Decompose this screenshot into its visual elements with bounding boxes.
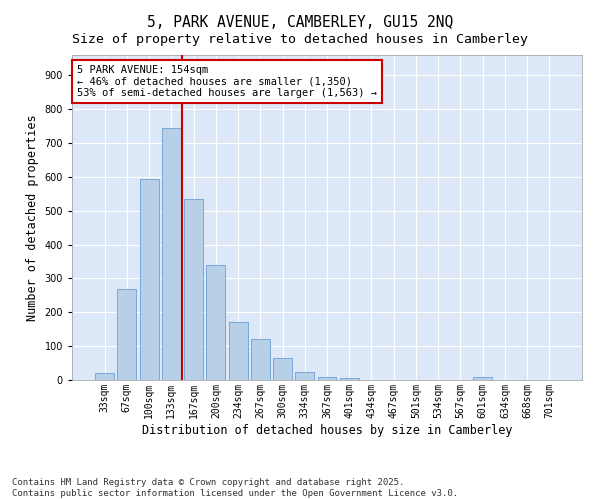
Bar	[140, 178, 158, 380]
Bar	[206, 265, 225, 380]
Bar	[118, 288, 136, 380]
Bar	[473, 376, 492, 380]
Text: 5 PARK AVENUE: 154sqm
← 46% of detached houses are smaller (1,350)
53% of semi-d: 5 PARK AVENUE: 154sqm ← 46% of detached …	[77, 64, 377, 98]
Bar	[295, 372, 314, 380]
Bar	[251, 340, 270, 380]
Text: Contains HM Land Registry data © Crown copyright and database right 2025.
Contai: Contains HM Land Registry data © Crown c…	[12, 478, 458, 498]
Y-axis label: Number of detached properties: Number of detached properties	[26, 114, 39, 321]
Text: Size of property relative to detached houses in Camberley: Size of property relative to detached ho…	[72, 32, 528, 46]
Bar	[317, 376, 337, 380]
Bar	[229, 322, 248, 380]
Text: 5, PARK AVENUE, CAMBERLEY, GU15 2NQ: 5, PARK AVENUE, CAMBERLEY, GU15 2NQ	[147, 15, 453, 30]
Bar	[273, 358, 292, 380]
Bar	[95, 373, 114, 380]
X-axis label: Distribution of detached houses by size in Camberley: Distribution of detached houses by size …	[142, 424, 512, 436]
Bar	[162, 128, 181, 380]
Bar	[184, 199, 203, 380]
Bar	[340, 378, 359, 380]
